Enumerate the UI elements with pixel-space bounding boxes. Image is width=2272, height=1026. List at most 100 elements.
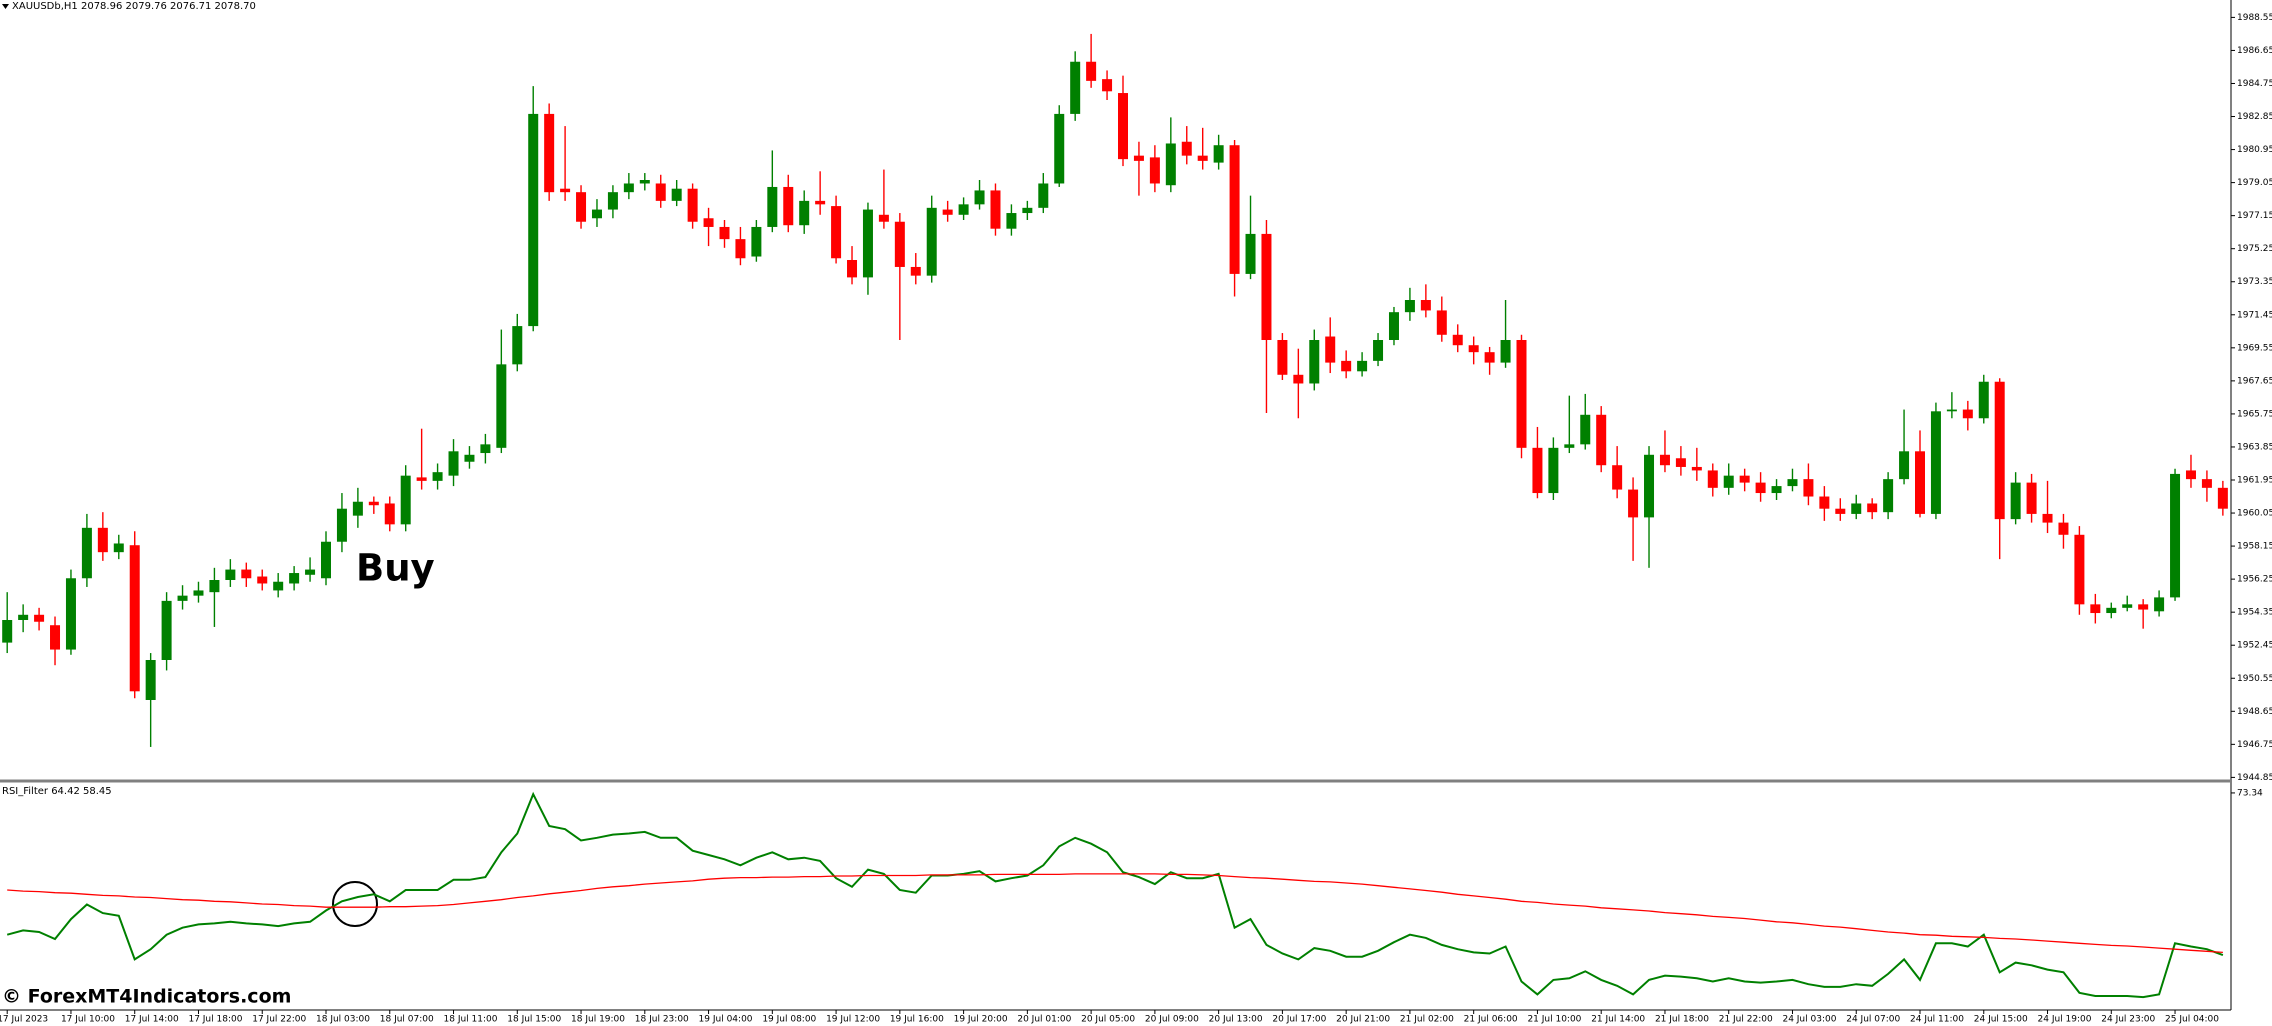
candle-body	[1851, 503, 1862, 514]
candle-body	[2122, 604, 2133, 608]
watermark: © ForexMT4Indicators.com	[2, 986, 291, 1008]
x-tick-label: 18 Jul 11:00	[444, 1015, 498, 1025]
x-tick-label: 25 Jul 04:00	[2165, 1015, 2219, 1025]
candle-body	[241, 569, 252, 579]
x-tick-label: 24 Jul 11:00	[1910, 1015, 1964, 1025]
indicator-title: RSI_Filter 64.42 58.45	[2, 786, 112, 797]
candle-body	[751, 226, 762, 257]
x-tick-label: 17 Jul 18:00	[188, 1015, 242, 1025]
candle-body	[2090, 604, 2101, 614]
x-tick-label: 20 Jul 01:00	[1017, 1015, 1071, 1025]
candle-body	[2010, 482, 2021, 520]
buy-annotation: Buy	[356, 547, 435, 590]
candle-body	[1835, 508, 1846, 514]
y-tick-label: 1963.85	[2237, 442, 2272, 452]
y-tick-label: 1975.25	[2237, 244, 2272, 254]
candle-body	[1596, 414, 1607, 466]
candle-body	[1388, 312, 1399, 340]
candle-body	[1739, 475, 1750, 483]
candle-body	[1277, 340, 1288, 375]
y-tick-label: 1944.85	[2237, 773, 2272, 783]
candle-body	[1452, 334, 1463, 346]
symbol-marker	[2, 4, 9, 9]
candle-body	[2138, 604, 2149, 610]
x-tick-label: 19 Jul 04:00	[699, 1015, 753, 1025]
candle-body	[1946, 409, 1957, 412]
candle-body	[1086, 61, 1097, 81]
candle-body	[480, 444, 491, 454]
candle-body	[591, 209, 602, 219]
candle-body	[974, 190, 985, 205]
candle-body	[1659, 454, 1670, 466]
candle-body	[1675, 458, 1686, 467]
candle-body	[783, 186, 794, 226]
candle-body	[448, 451, 459, 476]
candle-body	[1181, 141, 1192, 156]
candle-body	[34, 614, 45, 622]
candle-body	[623, 183, 634, 193]
x-tick-label: 18 Jul 07:00	[380, 1015, 434, 1025]
candle-body	[1500, 340, 1511, 363]
candle-body	[81, 527, 92, 579]
candle-body	[815, 200, 826, 205]
y-tick-label: 1946.75	[2237, 740, 2272, 750]
candle-body	[910, 266, 921, 276]
candle-body	[1819, 496, 1830, 509]
x-tick-label: 24 Jul 23:00	[2101, 1015, 2155, 1025]
candle-body	[1229, 145, 1240, 274]
candle-body	[193, 590, 204, 596]
candle-body	[767, 186, 778, 227]
candle-body	[2058, 522, 2069, 535]
candle-body	[1707, 470, 1718, 488]
x-tick-label: 21 Jul 22:00	[1719, 1015, 1773, 1025]
x-tick-label: 20 Jul 05:00	[1081, 1015, 1135, 1025]
candle-body	[177, 595, 188, 601]
candle-body	[878, 214, 889, 222]
candle-body	[161, 600, 172, 660]
marks: 1988.55 1986.65 1984.75 1982.85 1980.95 1979.…	[0, 13, 2272, 1025]
candle-body	[1803, 479, 1814, 497]
candle-body	[2185, 470, 2196, 480]
candle-body	[1564, 444, 1575, 448]
candle-body	[1771, 486, 1782, 494]
x-tick-label: 21 Jul 02:00	[1400, 1015, 1454, 1025]
candle-body	[1006, 213, 1017, 229]
candle-body	[1436, 310, 1447, 335]
candle-body	[1420, 300, 1431, 311]
y-tick-label: 1969.55	[2237, 343, 2272, 353]
candle-body	[352, 501, 363, 516]
x-tick-label: 17 Jul 22:00	[252, 1015, 306, 1025]
candle-body	[2154, 597, 2165, 612]
y-tick-label: 1956.25	[2237, 575, 2272, 585]
candle-body	[1962, 409, 1973, 419]
x-tick-label: 20 Jul 21:00	[1336, 1015, 1390, 1025]
candle-body	[336, 508, 347, 542]
y-tick-label: 1960.05	[2237, 509, 2272, 519]
y-tick-label: 1950.55	[2237, 674, 2272, 684]
x-tick-label: 24 Jul 19:00	[2038, 1015, 2092, 1025]
candle-body	[209, 580, 220, 593]
candle-body	[464, 454, 475, 462]
candle-body	[1484, 352, 1495, 363]
candle-body	[1102, 79, 1113, 92]
candle-body	[1118, 93, 1128, 160]
candle-body	[1070, 61, 1081, 114]
candle-body	[671, 188, 682, 201]
x-tick-label: 18 Jul 23:00	[635, 1015, 689, 1025]
candle-body	[257, 576, 268, 584]
candle-body	[1133, 155, 1144, 161]
candle-body	[1548, 447, 1559, 494]
y-tick-label: 1979.05	[2237, 178, 2272, 188]
candle-body	[1213, 145, 1224, 163]
candle-body	[894, 221, 905, 267]
y-tick-label: 73.34	[2237, 788, 2263, 798]
x-tick-label: 20 Jul 13:00	[1209, 1015, 1263, 1025]
x-tick-label: 19 Jul 16:00	[890, 1015, 944, 1025]
candle-body	[2042, 513, 2053, 523]
candle-body	[400, 475, 411, 525]
candle-body	[432, 472, 443, 481]
candle-body	[1022, 207, 1033, 214]
candle-body	[384, 503, 395, 525]
candle-body	[687, 188, 698, 222]
